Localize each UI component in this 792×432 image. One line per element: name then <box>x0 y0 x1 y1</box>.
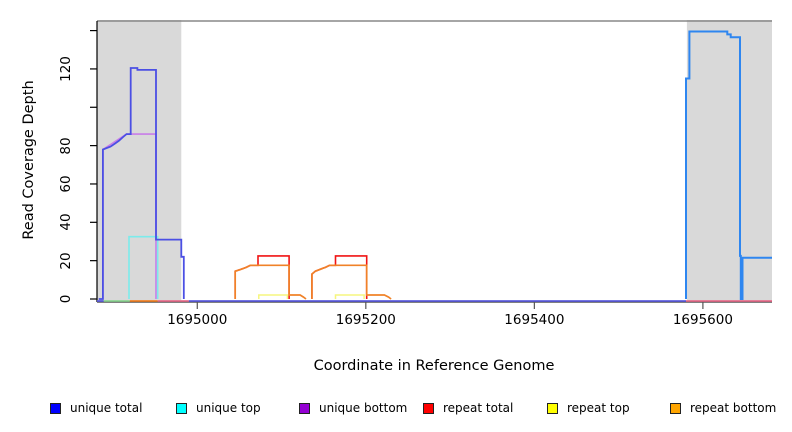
legend-item-unique-bottom: unique bottom <box>299 398 407 418</box>
y-tick-label: 20 <box>58 252 74 270</box>
legend-swatch-icon <box>50 402 61 414</box>
legend-label: unique top <box>196 401 261 415</box>
y-tick-label: 0 <box>58 294 74 304</box>
legend-swatch-icon <box>176 402 187 414</box>
y-tick-label: 120 <box>58 56 74 82</box>
legend-swatch-icon <box>299 402 310 414</box>
legend-label: unique total <box>70 401 143 415</box>
x-tick-label: 1695200 <box>335 312 396 328</box>
legend-item-repeat-total: repeat total <box>423 398 513 418</box>
series-line-repeat-total <box>311 255 368 299</box>
series-line-unique-total <box>98 67 185 300</box>
legend: unique total unique top unique bottom repea… <box>0 398 792 424</box>
legend-label: unique bottom <box>319 401 408 415</box>
legend-item-repeat-top: repeat top <box>547 398 630 418</box>
legend-label: repeat top <box>567 401 630 415</box>
legend-label: repeat total <box>443 401 514 415</box>
x-tick-label: 1695600 <box>672 312 733 328</box>
y-tick-label: 40 <box>58 213 74 231</box>
shaded-region <box>686 20 772 302</box>
y-axis-title: Read Coverage Depth <box>21 80 37 240</box>
legend-item-unique-total: unique total <box>50 398 142 418</box>
legend-label: repeat bottom <box>690 401 777 415</box>
x-tick-label: 1695400 <box>504 312 565 328</box>
y-tick-label: 80 <box>58 137 74 155</box>
legend-swatch-icon <box>670 402 681 414</box>
legend-swatch-icon <box>423 402 434 414</box>
y-tick-label: 60 <box>58 175 74 193</box>
series-line-repeat-bottom <box>234 264 307 300</box>
series-line-unique-top <box>128 235 159 299</box>
series-line-repeat-top <box>258 294 289 299</box>
series-line-repeat-bottom <box>311 264 392 300</box>
legend-item-repeat-bottom: repeat bottom <box>670 398 776 418</box>
legend-swatch-icon <box>547 402 558 414</box>
legend-item-unique-top: unique top <box>176 398 261 418</box>
series-line-unique-total <box>685 30 772 300</box>
x-tick-label: 1695000 <box>167 312 228 328</box>
series-line-repeat-top <box>334 294 365 299</box>
shaded-region <box>97 20 182 302</box>
x-axis-title: Coordinate in Reference Genome <box>313 358 555 374</box>
series-line-repeat-total <box>234 255 290 299</box>
